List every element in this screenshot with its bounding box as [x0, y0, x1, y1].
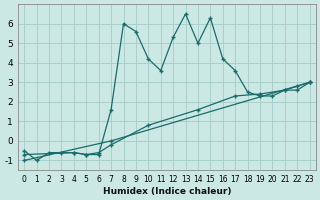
- X-axis label: Humidex (Indice chaleur): Humidex (Indice chaleur): [103, 187, 231, 196]
